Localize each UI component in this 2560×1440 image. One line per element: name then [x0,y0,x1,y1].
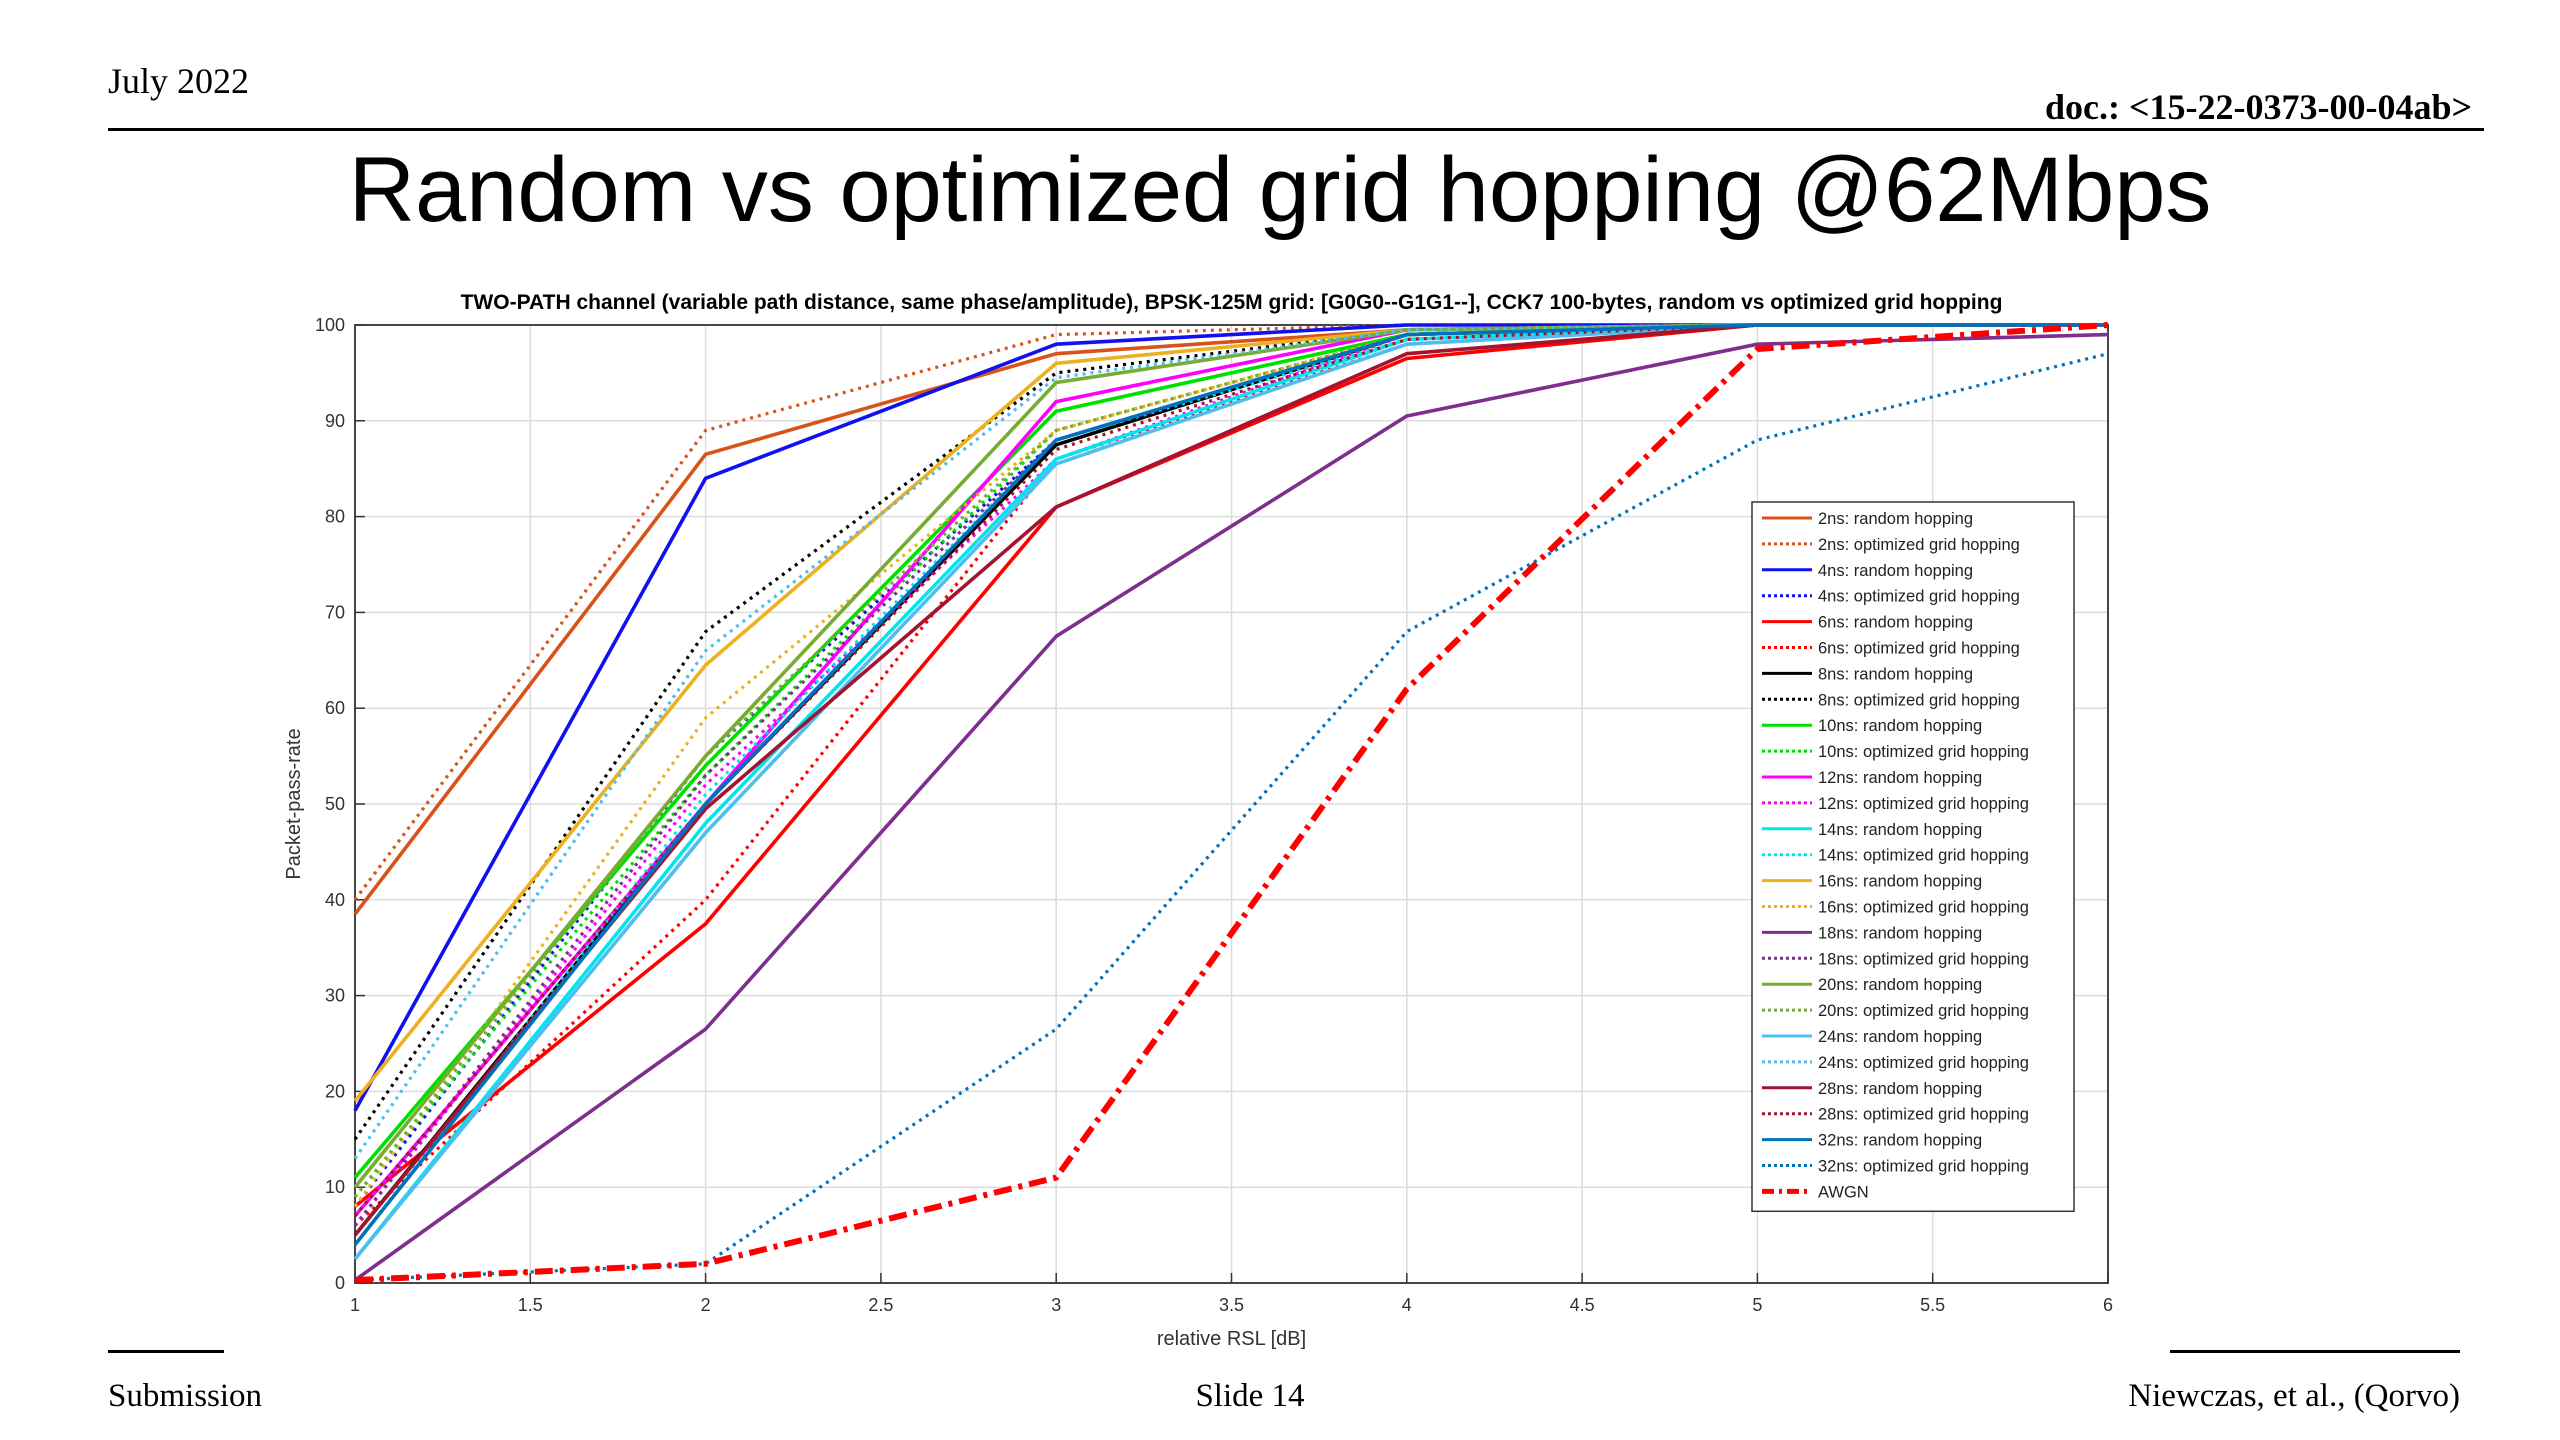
legend-label: 2ns: optimized grid hopping [1818,536,2020,554]
y-tick-label: 0 [335,1273,345,1293]
legend-label: 18ns: optimized grid hopping [1818,950,2029,968]
legend-label: 12ns: random hopping [1818,769,1982,787]
legend-label: 8ns: optimized grid hopping [1818,691,2020,709]
x-tick-label: 4.5 [1570,1295,1595,1315]
legend-label: 6ns: optimized grid hopping [1818,640,2020,658]
y-tick-label: 40 [325,890,345,910]
slide-title: Random vs optimized grid hopping @62Mbps [348,139,2212,241]
y-tick-label: 20 [325,1081,345,1101]
footer-divider-left [108,1350,224,1353]
series-line [354,352,2109,1282]
legend-label: 4ns: optimized grid hopping [1818,588,2020,606]
x-tick-label: 2 [701,1295,711,1315]
plot-frame [354,324,2109,1284]
x-tick-label: 4 [1402,1295,1412,1315]
y-tick-label: 30 [325,986,345,1006]
x-tick-label: 2.5 [868,1295,893,1315]
series-line [353,323,2108,1246]
legend-label: 16ns: random hopping [1818,873,1982,891]
y-tick-label: 10 [325,1177,345,1197]
legend-label: 24ns: optimized grid hopping [1818,1054,2029,1072]
series-group [353,322,2109,1284]
x-tick-label: 3.5 [1219,1295,1244,1315]
legend: 2ns: random hopping 2ns: optimized grid h… [1751,501,2075,1213]
series-line [353,323,2108,1198]
legend-label: 10ns: random hopping [1818,717,1982,735]
legend-label: 24ns: random hopping [1818,1028,1982,1046]
header-doc-number: doc.: <15-22-0373-00-04ab> [2045,87,2472,127]
legend-label: 32ns: optimized grid hopping [1818,1158,2029,1176]
series-line [353,323,2108,901]
legend-label: 28ns: optimized grid hopping [1818,1106,2029,1124]
legend-label: 14ns: optimized grid hopping [1818,847,2029,865]
legend-label: 32ns: random hopping [1818,1132,1982,1150]
legend-label: 20ns: optimized grid hopping [1818,1002,2029,1020]
x-tick-label: 3 [1051,1295,1061,1315]
y-tick-label: 100 [315,315,345,335]
series-line [353,323,2108,1227]
y-axis-label: Packet-pass-rate [283,728,305,879]
legend-label: 16ns: optimized grid hopping [1818,899,2029,917]
legend-label: 12ns: optimized grid hopping [1818,795,2029,813]
legend-label: 4ns: random hopping [1818,562,1973,580]
axes: 1 1.5 2 2.5 3 3.5 4 4.5 5 5.5 60102030405060708090… [315,315,2113,1315]
y-tick-label: 90 [325,411,345,431]
x-axis-label: relative RSL [dB] [1157,1328,1306,1350]
y-tick-label: 50 [325,794,345,814]
x-tick-label: 5.5 [1920,1295,1945,1315]
legend-label: 28ns: random hopping [1818,1080,1982,1098]
footer-divider-right [2170,1350,2460,1353]
legend-label: 14ns: random hopping [1818,821,1982,839]
series-line [354,322,2109,1284]
legend-label: 2ns: random hopping [1818,510,1973,528]
legend-label: 8ns: random hopping [1818,665,1973,683]
series-line [353,332,2109,1282]
y-tick-label: 60 [325,698,345,718]
footer-submission: Submission [108,1378,263,1414]
legend-label: 18ns: random hopping [1818,924,1982,942]
header-divider [108,128,2484,131]
series-line [353,323,2108,1141]
footer-authors: Niewczas, et al., (Qorvo) [2128,1378,2460,1414]
chart-title: TWO-PATH channel (variable path distance… [461,291,2003,314]
header-date: July 2022 [108,61,250,101]
legend-label: 20ns: random hopping [1818,976,1982,994]
x-tick-label: 1 [350,1295,360,1315]
legend-label: 10ns: optimized grid hopping [1818,743,2029,761]
y-tick-label: 70 [325,602,345,622]
legend-label: AWGN [1818,1183,1869,1201]
x-tick-label: 6 [2103,1295,2113,1315]
x-tick-label: 5 [1752,1295,1762,1315]
footer-slide-number: Slide 14 [1195,1378,1305,1414]
y-tick-label: 80 [325,507,345,527]
x-tick-label: 1.5 [518,1295,543,1315]
legend-label: 6ns: random hopping [1818,614,1973,632]
